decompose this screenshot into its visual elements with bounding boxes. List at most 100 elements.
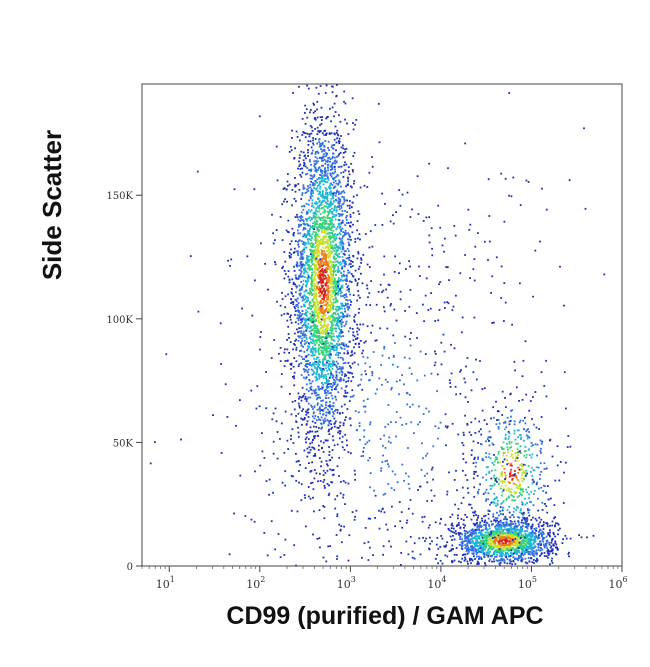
data-point xyxy=(325,329,327,332)
data-point xyxy=(502,542,505,545)
data-point xyxy=(329,107,331,110)
data-point xyxy=(344,232,346,234)
data-point xyxy=(499,523,502,526)
data-point xyxy=(346,176,349,179)
data-point xyxy=(348,173,351,176)
data-point xyxy=(521,542,524,544)
data-point xyxy=(322,384,324,386)
data-point xyxy=(327,235,330,238)
data-point xyxy=(509,531,512,534)
data-point xyxy=(321,292,324,295)
data-point xyxy=(328,334,331,337)
data-point xyxy=(542,537,544,539)
data-point xyxy=(316,312,319,315)
data-point xyxy=(320,148,322,150)
data-point xyxy=(463,540,465,543)
data-point xyxy=(318,141,321,143)
data-point xyxy=(331,364,334,366)
data-point xyxy=(330,169,332,171)
data-point xyxy=(495,550,497,553)
data-point xyxy=(331,236,334,239)
data-point xyxy=(325,364,327,367)
data-point xyxy=(342,274,345,277)
data-point xyxy=(305,400,308,402)
data-point xyxy=(344,161,346,164)
data-point xyxy=(312,143,315,146)
data-point xyxy=(340,239,342,241)
data-point xyxy=(305,338,308,340)
data-point xyxy=(491,554,494,557)
data-point xyxy=(551,552,554,555)
data-point xyxy=(320,122,323,125)
data-point xyxy=(305,413,308,416)
data-point xyxy=(316,190,319,193)
data-point xyxy=(494,543,496,546)
data-point xyxy=(330,164,333,166)
data-point xyxy=(305,436,308,439)
data-point xyxy=(327,366,330,368)
data-point xyxy=(470,532,473,535)
data-point xyxy=(307,149,309,151)
data-point xyxy=(343,375,346,378)
data-point xyxy=(292,281,295,284)
data-point xyxy=(325,404,327,406)
data-point xyxy=(313,405,316,408)
data-point xyxy=(344,151,347,153)
data-point xyxy=(522,517,525,520)
data-point xyxy=(474,417,477,420)
data-point xyxy=(335,141,338,144)
data-point xyxy=(318,396,321,399)
data-point xyxy=(299,258,302,260)
data-point xyxy=(337,268,340,270)
data-point xyxy=(332,236,335,239)
data-point xyxy=(323,323,326,326)
data-point xyxy=(487,509,490,512)
data-point xyxy=(510,526,513,529)
data-point xyxy=(334,205,336,208)
data-point xyxy=(315,294,318,296)
data-point xyxy=(309,224,311,227)
data-point xyxy=(532,559,535,561)
data-point xyxy=(309,195,312,198)
data-point xyxy=(478,562,480,565)
data-point xyxy=(338,368,341,370)
data-point xyxy=(333,132,336,135)
data-point xyxy=(554,524,556,527)
data-point xyxy=(500,559,502,562)
data-point xyxy=(366,186,369,188)
data-point xyxy=(310,278,313,281)
data-point xyxy=(498,538,501,541)
data-point xyxy=(324,223,326,226)
data-point xyxy=(312,412,315,415)
data-point xyxy=(340,370,343,372)
data-point xyxy=(332,261,335,263)
data-point xyxy=(329,336,332,338)
data-point xyxy=(313,392,316,395)
data-point xyxy=(305,356,308,359)
data-point xyxy=(310,308,312,311)
data-point xyxy=(317,321,320,324)
data-point xyxy=(325,160,327,163)
data-point xyxy=(339,232,341,234)
data-point xyxy=(333,177,336,179)
data-point xyxy=(523,545,526,547)
data-point xyxy=(537,534,540,537)
data-point xyxy=(527,525,530,527)
data-point xyxy=(357,384,360,387)
data-point xyxy=(538,536,541,539)
data-point xyxy=(300,281,302,283)
data-point xyxy=(319,143,321,146)
data-point xyxy=(542,484,545,487)
data-point xyxy=(341,374,343,376)
data-point xyxy=(327,210,329,213)
data-point xyxy=(345,278,348,280)
data-point xyxy=(529,540,531,542)
data-point xyxy=(489,533,492,536)
data-point xyxy=(348,371,351,374)
data-point xyxy=(306,263,309,266)
data-point xyxy=(310,170,312,173)
data-point xyxy=(310,146,313,149)
data-point xyxy=(339,292,342,295)
data-point xyxy=(464,533,467,536)
data-point xyxy=(462,519,465,522)
